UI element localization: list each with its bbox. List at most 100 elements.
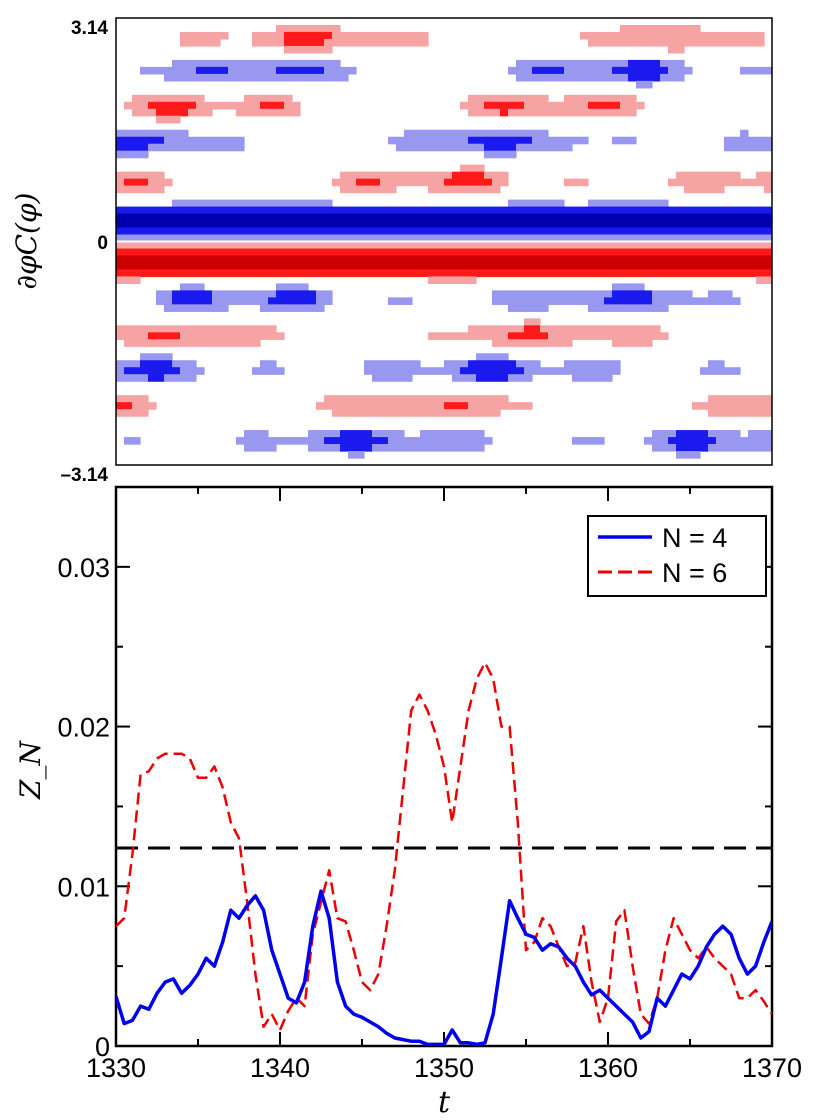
heatmap-cell xyxy=(348,185,357,194)
heatmap-cell xyxy=(188,283,197,291)
heatmap-cell xyxy=(236,108,245,117)
heatmap-cell xyxy=(532,332,541,340)
heatmap-cell xyxy=(380,262,389,271)
heatmap-cell xyxy=(196,101,205,110)
heatmap-cell xyxy=(116,185,125,194)
heatmap-cell xyxy=(268,262,277,271)
heatmap-cell xyxy=(116,227,125,236)
heatmap-cell xyxy=(236,269,245,278)
heatmap-cell xyxy=(588,94,597,103)
heatmap-cell xyxy=(420,241,429,250)
heatmap-cell xyxy=(756,437,765,445)
heatmap-cell xyxy=(324,395,333,403)
heatmap-cell xyxy=(132,402,141,410)
heatmap-cell xyxy=(708,290,717,298)
heatmap-cell xyxy=(524,220,533,229)
heatmap-cell xyxy=(308,38,317,47)
heatmap-cell xyxy=(228,248,237,257)
heatmap-cell xyxy=(196,206,205,215)
heatmap-cell xyxy=(292,269,301,278)
heatmap-cell xyxy=(692,24,701,33)
heatmap-cell xyxy=(116,178,125,187)
heatmap-cell xyxy=(252,290,261,298)
heatmap-cell xyxy=(708,255,717,264)
heatmap-cell xyxy=(148,402,157,410)
heatmap-cell xyxy=(436,437,445,445)
heatmap-cell xyxy=(300,262,309,271)
heatmap-cell xyxy=(612,262,621,271)
heatmap-cell xyxy=(444,360,453,368)
heatmap-cell xyxy=(676,73,685,82)
heatmap-cell xyxy=(180,129,189,138)
heatmap-cell xyxy=(276,206,285,215)
heatmap-cell xyxy=(492,255,501,264)
heatmap-cell xyxy=(172,206,181,215)
heatmap-cell xyxy=(268,367,277,375)
heatmap-cell xyxy=(652,297,661,305)
heatmap-cell xyxy=(124,269,133,278)
heatmap-cell xyxy=(748,402,757,410)
heatmap-cell xyxy=(460,171,469,180)
heatmap-cell xyxy=(148,220,157,229)
heatmap-cell xyxy=(596,220,605,229)
heatmap-cell xyxy=(748,227,757,236)
heatmap-cell xyxy=(564,143,573,152)
heatmap-cell xyxy=(364,206,373,215)
heatmap-cell xyxy=(156,178,165,187)
heatmap-cell xyxy=(148,136,157,145)
heatmap-cell xyxy=(596,31,605,40)
heatmap-cell xyxy=(620,241,629,250)
heatmap-cell xyxy=(220,220,229,229)
heatmap-cell xyxy=(748,178,757,187)
heatmap-cell xyxy=(620,332,629,340)
heatmap-cell xyxy=(508,206,517,215)
heatmap-cell xyxy=(556,73,565,82)
heatmap-cell xyxy=(348,409,357,417)
heatmap-cell xyxy=(476,234,485,243)
heatmap-cell xyxy=(324,227,333,236)
heatmap-cell xyxy=(708,213,717,222)
heatmap-cell xyxy=(532,108,541,117)
heatmap-cell xyxy=(204,101,213,110)
heatmap-cell xyxy=(420,430,429,438)
heatmap-cell xyxy=(492,213,501,222)
heatmap-cell xyxy=(316,269,325,278)
heatmap-cell xyxy=(372,367,381,375)
heatmap-cell xyxy=(308,227,317,236)
heatmap-cell xyxy=(532,59,541,68)
heatmap-cell xyxy=(764,206,772,215)
heatmap-cell xyxy=(460,206,469,215)
heatmap-cell xyxy=(644,73,653,82)
heatmap-cell xyxy=(324,437,333,445)
heatmap-cell xyxy=(764,430,772,438)
heatmap-cell xyxy=(124,395,133,403)
heatmap-cell xyxy=(756,220,765,229)
heatmap-cell xyxy=(300,73,309,82)
heatmap-cell xyxy=(276,437,285,445)
heatmap-cell xyxy=(196,213,205,222)
heatmap-cell xyxy=(332,213,341,222)
heatmap-cell xyxy=(140,325,149,333)
heatmap-cell xyxy=(492,290,501,298)
heatmap-cell xyxy=(420,234,429,243)
heatmap-cell xyxy=(260,297,269,305)
heatmap-cell xyxy=(124,332,133,340)
heatmap-cell xyxy=(556,297,565,305)
heatmap-cell xyxy=(396,248,405,257)
heatmap-cell xyxy=(724,297,733,305)
heatmap-cell xyxy=(556,290,565,298)
heatmap-cell xyxy=(116,402,125,410)
heatmap-cell xyxy=(252,108,261,117)
heatmap-cell xyxy=(668,269,677,278)
heatmap-cell xyxy=(380,409,389,417)
heatmap-cell xyxy=(732,409,741,417)
heatmap-cell xyxy=(452,129,461,138)
heatmap-cell xyxy=(396,444,405,452)
heatmap-cell xyxy=(572,220,581,229)
heatmap-cell xyxy=(612,360,621,368)
heatmap-cell xyxy=(548,220,557,229)
heatmap-cell xyxy=(588,241,597,250)
heatmap-cell xyxy=(284,437,293,445)
heatmap-cell xyxy=(308,437,317,445)
heatmap-cell xyxy=(684,430,693,438)
